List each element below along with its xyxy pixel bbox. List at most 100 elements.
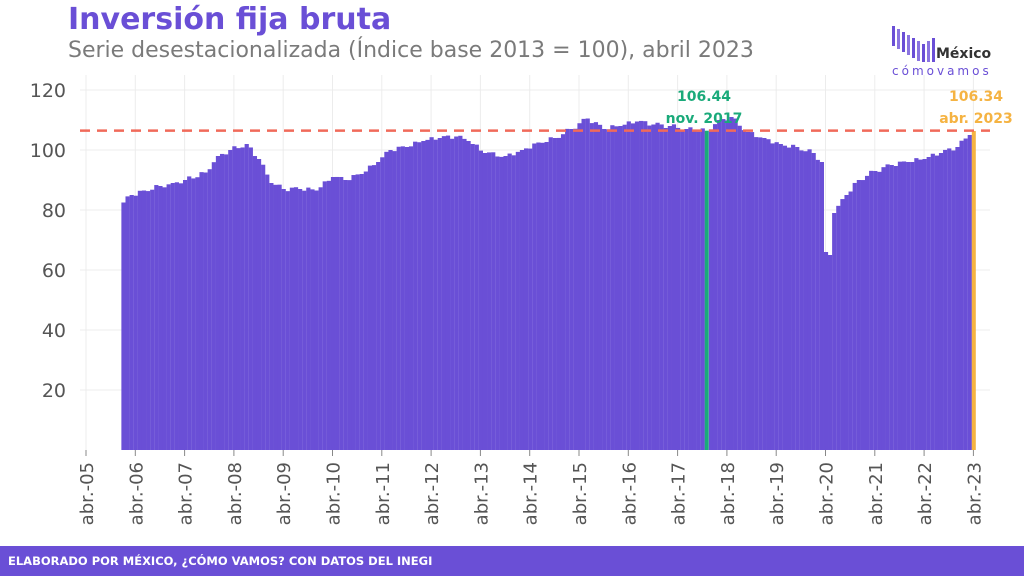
bar xyxy=(749,132,755,450)
bar xyxy=(712,124,718,450)
bar xyxy=(273,184,278,450)
bar xyxy=(548,137,553,450)
bar xyxy=(396,146,401,451)
bar xyxy=(326,180,331,450)
x-tick-label: abr.-20 xyxy=(817,462,838,525)
bar xyxy=(211,162,216,451)
y-tick-label: 60 xyxy=(42,260,66,282)
bar xyxy=(166,184,171,451)
bar xyxy=(869,170,874,450)
bar xyxy=(897,161,903,450)
bar xyxy=(881,167,886,450)
bar xyxy=(371,165,377,450)
bar xyxy=(963,138,968,451)
annotation-date-label: nov. 2017 xyxy=(666,111,743,127)
bar xyxy=(162,187,167,450)
bar xyxy=(663,127,668,450)
page-subtitle: Serie desestacionalizada (Índice base 20… xyxy=(68,38,754,63)
bar xyxy=(523,148,529,451)
bar xyxy=(901,161,907,450)
bar xyxy=(458,135,463,451)
bar xyxy=(388,150,393,450)
bar xyxy=(195,177,200,450)
bar xyxy=(129,195,134,450)
bar xyxy=(236,148,241,450)
y-tick-label: 40 xyxy=(42,320,66,342)
bar xyxy=(556,137,562,451)
bar xyxy=(121,202,126,450)
bar xyxy=(577,123,582,451)
bar xyxy=(560,134,566,450)
bar xyxy=(848,191,853,450)
bar xyxy=(203,172,208,450)
bar xyxy=(770,143,775,451)
bar xyxy=(626,121,631,451)
bar xyxy=(791,144,796,450)
bar xyxy=(766,139,771,450)
bar xyxy=(630,123,636,451)
bar xyxy=(400,146,405,451)
bar xyxy=(708,129,714,451)
bar xyxy=(597,124,603,451)
bar xyxy=(893,166,898,450)
bar xyxy=(392,151,397,450)
bar xyxy=(417,142,422,450)
x-tick-label: abr.-19 xyxy=(767,462,788,525)
bar xyxy=(187,176,192,450)
bar xyxy=(856,180,861,450)
bar xyxy=(277,184,282,451)
bar xyxy=(265,174,270,450)
x-tick-label: abr.-12 xyxy=(422,462,443,525)
x-tick-label: abr.-17 xyxy=(669,462,690,525)
bar xyxy=(692,131,697,451)
bar xyxy=(717,120,722,450)
x-tick-label: abr.-21 xyxy=(866,462,887,525)
bar xyxy=(762,138,767,450)
bar xyxy=(244,144,249,450)
bar xyxy=(125,196,130,450)
bar xyxy=(215,156,221,450)
bar xyxy=(832,213,837,450)
bar xyxy=(413,141,418,450)
bar xyxy=(429,137,434,451)
bar xyxy=(593,122,599,451)
bar xyxy=(478,150,483,450)
bar xyxy=(528,148,533,450)
x-tick-label: abr.-06 xyxy=(126,462,147,525)
bar xyxy=(302,190,307,450)
bar xyxy=(614,126,619,450)
bar xyxy=(918,159,923,450)
logo-text-comovamos: cómovamos xyxy=(892,64,992,78)
x-tick-label: abr.-15 xyxy=(570,462,591,525)
bar xyxy=(581,118,586,450)
x-tick-label: abr.-11 xyxy=(373,462,394,525)
bar xyxy=(684,129,689,450)
bar xyxy=(306,187,311,450)
bar xyxy=(836,205,841,450)
x-tick-label: abr.-05 xyxy=(77,462,98,525)
bar xyxy=(774,142,779,450)
bar xyxy=(926,157,931,450)
bar xyxy=(967,135,972,450)
bar xyxy=(450,138,455,450)
bar xyxy=(261,164,266,450)
bar xyxy=(667,126,672,450)
logo-bars-icon xyxy=(892,26,935,62)
bar xyxy=(565,128,570,450)
bar xyxy=(178,183,184,451)
bar xyxy=(659,124,664,450)
bar xyxy=(359,174,364,450)
bar xyxy=(314,190,319,450)
bar xyxy=(647,125,652,451)
bar xyxy=(207,169,212,451)
bar xyxy=(540,142,545,450)
bar xyxy=(425,139,430,450)
bar xyxy=(696,131,701,451)
bar xyxy=(943,149,948,451)
bar xyxy=(733,118,738,451)
bar xyxy=(330,177,336,450)
bar xyxy=(959,140,964,451)
bar xyxy=(671,124,677,450)
bar xyxy=(137,190,143,450)
bar xyxy=(445,135,451,451)
